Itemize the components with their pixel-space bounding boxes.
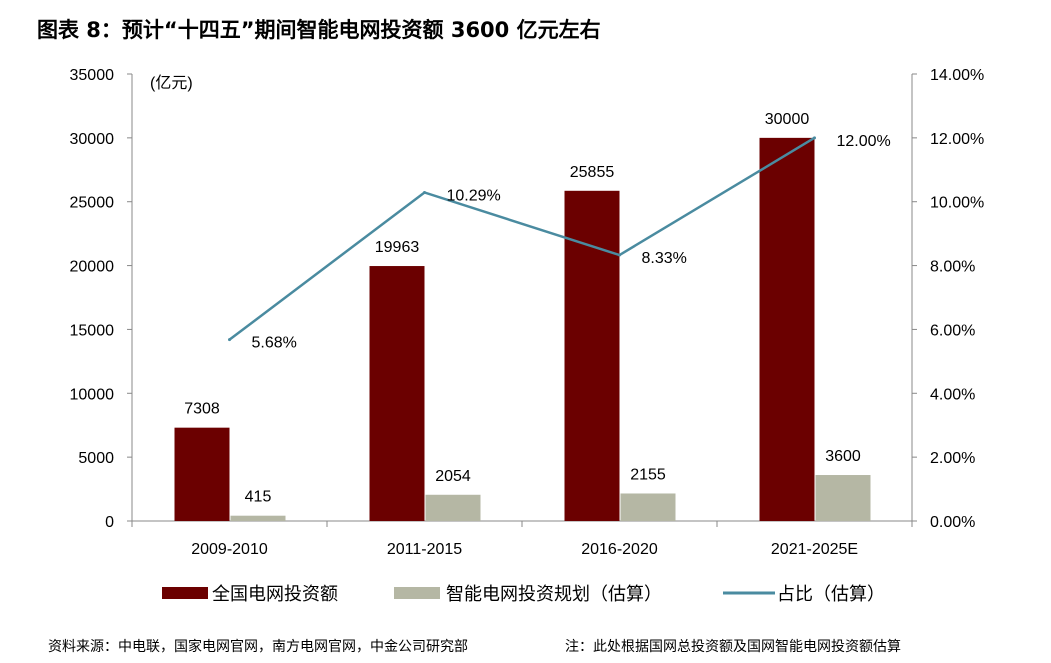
y-tick-label: 15000 bbox=[70, 322, 115, 339]
y2-tick-label: 12.00% bbox=[930, 131, 984, 148]
y-tick-label: 20000 bbox=[70, 259, 115, 276]
y2-tick-label: 8.00% bbox=[930, 259, 975, 276]
y-axis-unit: (亿元) bbox=[150, 74, 193, 92]
y-tick-label: 0 bbox=[105, 514, 114, 531]
y-tick-label: 25000 bbox=[70, 195, 115, 212]
x-tick-label: 2011-2015 bbox=[387, 541, 462, 558]
bar-label: 3600 bbox=[825, 448, 861, 465]
line-point bbox=[618, 253, 621, 257]
y2-tick-label: 2.00% bbox=[930, 450, 975, 467]
bar-label: 30000 bbox=[765, 111, 810, 128]
x-tick-label: 2021-2025E bbox=[771, 541, 858, 558]
line-point bbox=[228, 338, 231, 342]
legend-label: 占比（估算） bbox=[777, 584, 885, 604]
bar-label: 7308 bbox=[184, 401, 220, 418]
line-point bbox=[813, 136, 816, 140]
bar-national-investment bbox=[369, 266, 425, 521]
y-tick-label: 30000 bbox=[70, 131, 115, 148]
y2-tick-label: 14.00% bbox=[930, 67, 984, 84]
x-tick-label: 2016-2020 bbox=[581, 541, 658, 558]
bar-label: 2155 bbox=[630, 466, 666, 483]
bar-label: 415 bbox=[245, 489, 272, 506]
line-label: 5.68% bbox=[252, 335, 297, 352]
bar-label: 19963 bbox=[375, 239, 420, 256]
legend-label: 全国电网投资额 bbox=[212, 584, 338, 604]
legend-swatch-smart-grid bbox=[394, 587, 440, 599]
line-label: 10.29% bbox=[447, 187, 501, 204]
y-tick-label: 5000 bbox=[78, 450, 114, 467]
bar-smart-grid bbox=[620, 493, 676, 521]
y-tick-label: 35000 bbox=[70, 67, 115, 84]
y2-tick-label: 10.00% bbox=[930, 195, 984, 212]
line-point bbox=[423, 190, 426, 194]
legend-swatch-national bbox=[162, 587, 208, 599]
y2-tick-label: 0.00% bbox=[930, 514, 975, 531]
x-tick-label: 2009-2010 bbox=[191, 541, 268, 558]
source-note: 资料来源：中电联，国家电网官网，南方电网官网，中金公司研究部 bbox=[48, 639, 468, 655]
bar-national-investment bbox=[174, 427, 230, 521]
chart-title: 图表 8：预计“十四五”期间智能电网投资额 3600 亿元左右 bbox=[37, 18, 601, 42]
line-label: 8.33% bbox=[642, 250, 687, 267]
legend-label: 智能电网投资规划（估算） bbox=[446, 584, 662, 604]
y2-tick-label: 4.00% bbox=[930, 386, 975, 403]
bar-smart-grid bbox=[425, 494, 481, 521]
bar-smart-grid bbox=[815, 475, 871, 521]
bar-label: 2054 bbox=[435, 468, 471, 485]
line-share bbox=[228, 136, 816, 341]
y-tick-label: 10000 bbox=[70, 386, 115, 403]
footnote: 注：此处根据国网总投资额及国网智能电网投资额估算 bbox=[565, 639, 901, 655]
y2-tick-label: 6.00% bbox=[930, 322, 975, 339]
bar-smart-grid bbox=[230, 515, 286, 521]
bar-label: 25855 bbox=[570, 164, 615, 181]
bar-national-investment bbox=[759, 137, 815, 521]
line-label: 12.00% bbox=[837, 133, 891, 150]
